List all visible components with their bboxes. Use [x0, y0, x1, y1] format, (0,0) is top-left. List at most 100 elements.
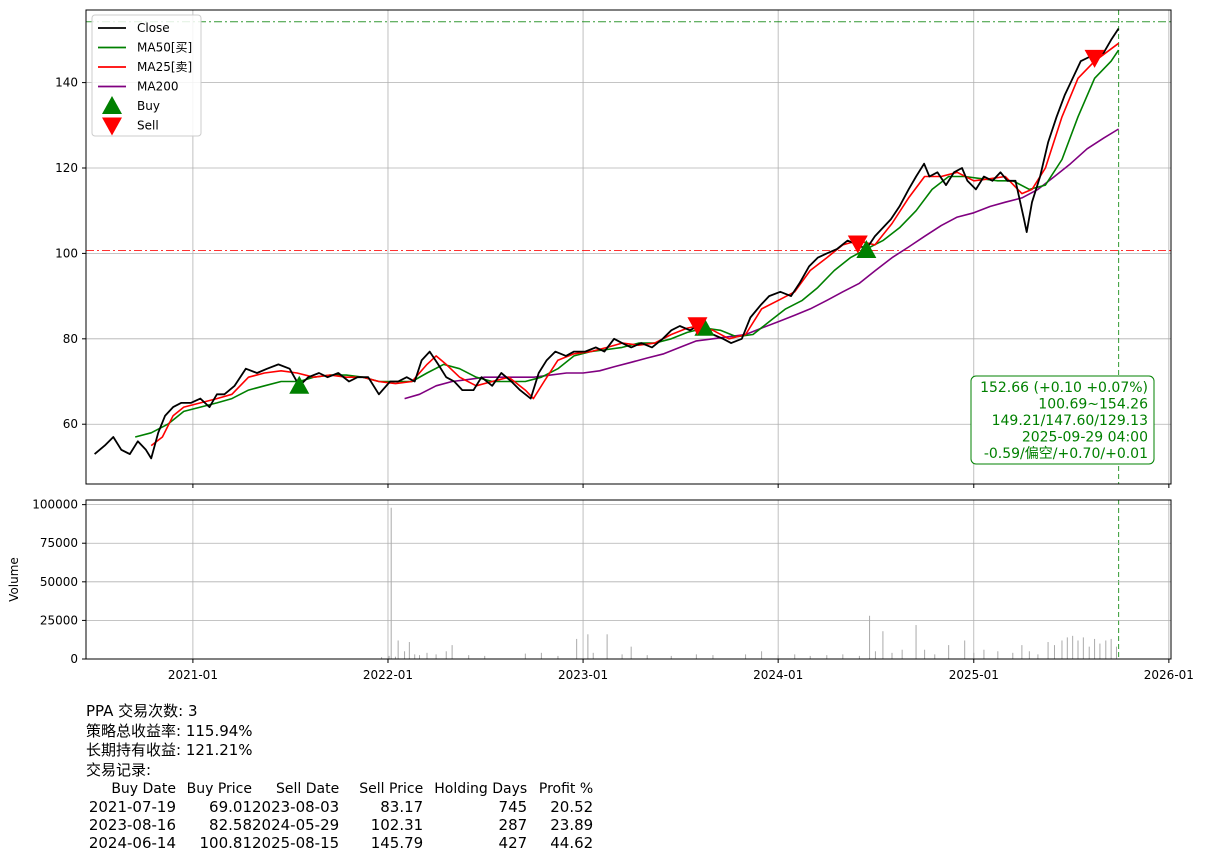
chart-canvas: 60 80 100 120 140 Close MA50[买] MA25[卖] MA200 Buy…	[7, 9, 1194, 682]
volume-bar	[901, 649, 903, 659]
volume-bar	[1105, 640, 1107, 659]
volume-bar	[426, 652, 428, 659]
volume-bar	[1110, 638, 1112, 659]
volume-ytick-label: 25000	[40, 613, 78, 627]
volume-bar	[670, 655, 672, 659]
price-ytick-label: 120	[55, 161, 78, 175]
price-ytick-label: 80	[63, 332, 78, 346]
series-line-ma200	[404, 128, 1120, 400]
volume-bar	[621, 654, 623, 659]
summary-line-buy-hold-return: 长期持有收益: 121.21%	[86, 741, 253, 759]
header-sell-price: Sell Price	[359, 781, 424, 797]
volume-bar	[540, 652, 542, 659]
info-box-line: 149.21/147.60/129.13	[992, 413, 1148, 429]
trade-row: 2023-08-16 82.58 2024-05-29 102.31 287 2…	[86, 816, 593, 834]
volume-bar	[915, 625, 917, 659]
volume-bar	[408, 642, 410, 659]
legend: Close MA50[买] MA25[卖] MA200 Buy Sell	[91, 14, 202, 137]
price-axes-frame	[85, 9, 1172, 485]
series-line-ma25	[150, 42, 1120, 447]
volume-bar	[882, 631, 884, 659]
header-buy-price: Buy Price	[186, 781, 252, 797]
legend-swatch-sell	[102, 117, 122, 136]
series-line-close	[94, 28, 1120, 460]
volume-bar	[1028, 651, 1030, 659]
price-ytick-label: 100	[55, 246, 78, 260]
volume-bar	[414, 654, 416, 659]
volume-bar	[964, 640, 966, 659]
volume-xtick-label: 2024-01	[753, 668, 803, 682]
volume-bar	[576, 638, 578, 659]
legend-label: Sell	[137, 119, 159, 133]
trade-buy-date: 2021-07-19	[88, 798, 176, 816]
volume-bar	[777, 655, 779, 659]
header-profit: Profit %	[538, 781, 594, 797]
trade-sell-date: 2024-05-29	[252, 816, 340, 834]
volume-ytick-label: 100000	[32, 498, 78, 512]
volume-bar	[1082, 637, 1084, 659]
volume-bar	[524, 653, 526, 659]
volume-bar	[484, 655, 486, 659]
trade-profit: 20.52	[550, 798, 594, 816]
volume-bar	[1053, 645, 1055, 659]
volume-bar	[390, 507, 392, 659]
volume-bar	[630, 646, 632, 659]
volume-bar	[1072, 635, 1074, 659]
buy-marker	[289, 375, 310, 394]
volume-bar	[794, 654, 796, 659]
sell-marker	[847, 235, 868, 254]
volume-ytick-label: 0	[70, 652, 78, 666]
trade-table: Buy Date Buy Price Sell Date Sell Price …	[86, 780, 593, 852]
header-sell-date: Sell Date	[275, 781, 340, 797]
legend-swatch-buy	[102, 96, 122, 114]
volume-xtick-label: 2023-01	[558, 668, 608, 682]
volume-bar	[445, 651, 447, 659]
volume-bar	[891, 652, 893, 659]
trade-profit: 44.62	[550, 834, 594, 852]
volume-bar	[1099, 643, 1101, 659]
volume-bar	[468, 655, 470, 659]
volume-ytick-label: 75000	[40, 536, 78, 550]
summary-line-strategy-return: 策略总收益率: 115.94%	[86, 721, 253, 740]
header-buy-date: Buy Date	[111, 781, 176, 797]
volume-bar	[826, 655, 828, 659]
volume-bar	[451, 645, 453, 659]
trade-buy-price: 100.81	[199, 834, 253, 852]
volume-bar	[404, 651, 406, 659]
volume-bar	[592, 652, 594, 659]
trade-sell-date: 2025-08-15	[252, 834, 340, 852]
volume-xtick-label: 2022-01	[363, 668, 413, 682]
trade-holding-days: 287	[498, 816, 528, 834]
volume-bar	[1115, 646, 1117, 659]
price-panel: 60 80 100 120 140 Close MA50[买] MA25[卖] MA200 Buy…	[55, 9, 1172, 659]
trade-buy-price: 69.01	[209, 798, 252, 816]
volume-xtick-label: 2026-01	[1144, 668, 1194, 682]
volume-bar	[419, 655, 421, 659]
header-holding-days: Holding Days	[434, 781, 528, 797]
volume-ytick-label: 50000	[40, 575, 78, 589]
legend-label: MA50[买]	[137, 41, 192, 55]
trade-row: 2024-06-14 100.81 2025-08-15 145.79 427 …	[86, 834, 593, 852]
volume-bar	[924, 649, 926, 659]
legend-label: MA200	[137, 80, 178, 94]
volume-bar	[973, 652, 975, 659]
sell-marker	[687, 317, 708, 336]
volume-bar	[1094, 638, 1096, 659]
sell-marker	[1084, 49, 1105, 68]
summary-line-trade-records: 交易记录:	[86, 760, 152, 779]
volume-bar	[858, 655, 860, 659]
trade-holding-days: 745	[498, 798, 528, 816]
trade-sell-price: 145.79	[370, 834, 424, 852]
volume-bar	[934, 654, 936, 659]
price-ytick-label: 140	[55, 76, 78, 90]
legend-label: Close	[137, 21, 170, 35]
info-box-line: 2025-09-29 04:00	[1022, 430, 1148, 446]
trade-sell-date: 2023-08-03	[252, 798, 340, 816]
volume-bar	[712, 655, 714, 659]
info-box-line: 152.66 (+0.10 +0.07%)	[980, 380, 1148, 396]
volume-bar	[1037, 654, 1039, 659]
trade-holding-days: 427	[498, 834, 528, 852]
trade-sell-price: 83.17	[380, 798, 424, 816]
trade-table-header: Buy Date Buy Price Sell Date Sell Price …	[86, 780, 593, 798]
summary-line-trade-count: PPA 交易次数: 3	[86, 702, 198, 720]
